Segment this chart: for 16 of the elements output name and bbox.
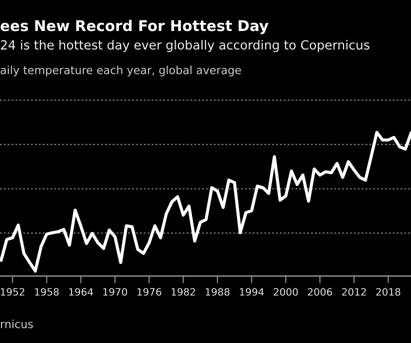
x-tick-label: 2018 [376,288,400,296]
x-tick-label: 1952 [0,288,24,296]
x-tick-label: 2000 [274,288,298,296]
x-tick-label: 1964 [69,288,93,296]
text: aily temperature each year, global average [0,66,241,76]
text: rnicus [1,320,33,328]
x-tick-label: 2012 [342,288,366,296]
x-tick-label: 1994 [240,288,264,296]
x-tick-label: 1970 [103,288,128,296]
x-tick-label: 1982 [172,288,196,296]
x-tick-label: 1976 [138,288,162,296]
x-tick-label: 1988 [206,288,230,296]
chart-subtitle: 24 is the hottest day ever globally according to Copernicus [0,40,370,52]
chart-title: ees New Record For Hottest Day [0,20,268,34]
x-tick-label: 1958 [35,288,59,296]
x-tick-label: 2006 [308,288,332,296]
